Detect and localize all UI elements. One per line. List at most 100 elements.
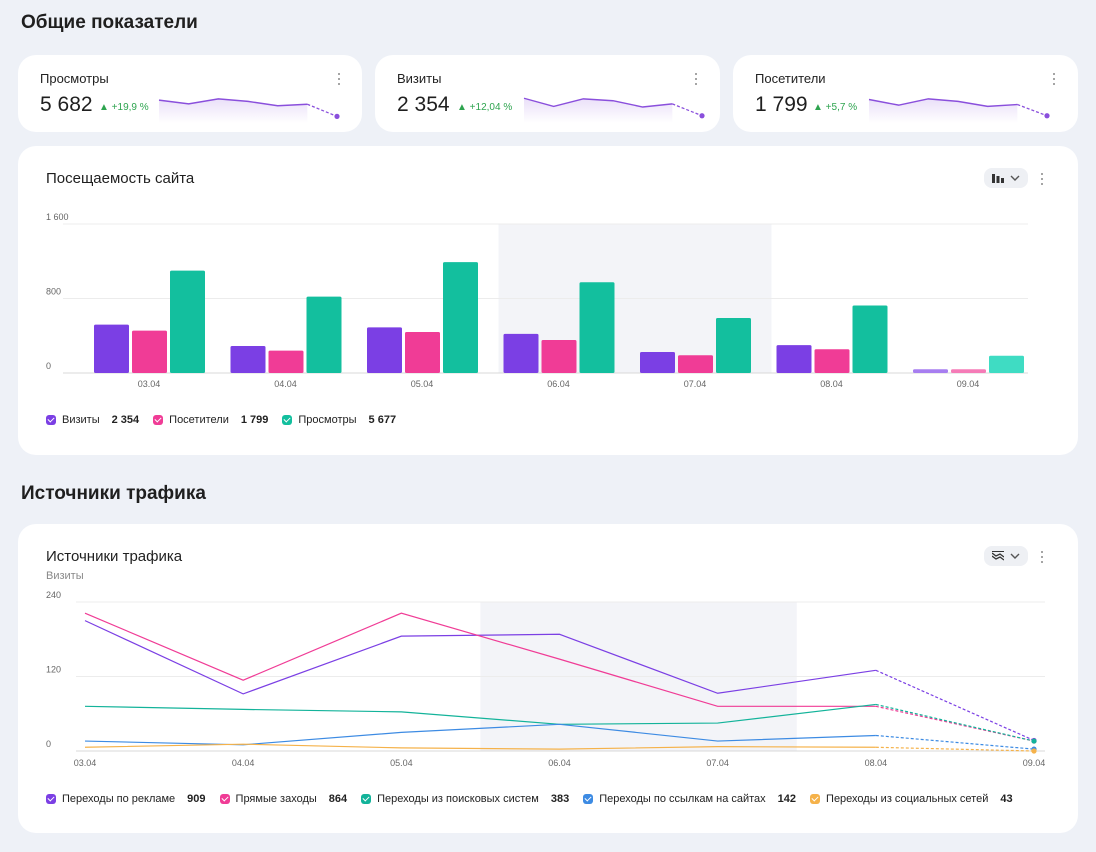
legend-value: 5 677 — [368, 414, 397, 426]
legend-value: 383 — [550, 793, 570, 805]
traffic-legend: Переходы по рекламе 909 Прямые заходы 86… — [46, 793, 1027, 805]
attendance-chart-title: Посещаемость сайта — [46, 170, 195, 187]
more-options-icon[interactable] — [1035, 549, 1049, 565]
sparkline-line — [158, 98, 308, 107]
more-options-icon[interactable] — [1047, 71, 1061, 87]
x-tick-label: 03.04 — [138, 379, 161, 389]
bar — [814, 349, 850, 373]
attendance-bar-chart: 0 800 1 600 03.04 04.04 05.04 06.04 07.04 08.04 0… — [46, 212, 1028, 389]
legend-label: Переходы по ссылкам на сайтах — [599, 793, 766, 805]
traffic-chart-title: Источники трафика — [46, 548, 183, 565]
kpi-title: Посетители — [755, 71, 826, 86]
bar — [230, 345, 266, 373]
kpi-title: Визиты — [397, 71, 442, 86]
legend-item-search[interactable]: Переходы из поисковых систем 383 — [361, 793, 569, 805]
kpi-card-visits[interactable]: Визиты 2 354 ▲ +12,04 % — [375, 55, 720, 132]
x-tick-label: 04.04 — [274, 379, 297, 389]
series-forecast-line — [875, 705, 1035, 742]
more-options-icon[interactable] — [1035, 171, 1049, 187]
x-tick-label: 09.04 — [957, 379, 980, 389]
x-tick-label: 06.04 — [548, 758, 571, 768]
chevron-down-icon — [1010, 175, 1020, 181]
bar — [306, 296, 342, 373]
bar — [951, 369, 986, 373]
series-line — [84, 703, 876, 725]
legend-label: Прямые заходы — [235, 793, 317, 805]
chart-type-switch[interactable] — [984, 168, 1028, 188]
series-line — [84, 612, 876, 707]
legend-item-social[interactable]: Переходы из социальных сетей 43 — [810, 793, 1013, 805]
more-options-icon[interactable] — [332, 71, 346, 87]
legend-value: 142 — [777, 793, 797, 805]
bar — [170, 270, 205, 373]
bar — [776, 345, 812, 373]
y-tick-label: 1 600 — [46, 212, 69, 222]
legend-value: 864 — [328, 793, 348, 805]
series-forecast-line — [875, 669, 1035, 741]
legend-label: Просмотры — [298, 414, 357, 426]
legend-value: 43 — [1000, 793, 1013, 805]
legend-label: Посетители — [169, 414, 229, 426]
kpi-value: 2 354 — [397, 93, 450, 116]
sparkline-line — [523, 97, 673, 108]
kpi-delta: ▲ +19,9 % — [99, 102, 149, 113]
sparkline-last-point — [1044, 113, 1050, 119]
legend-item-links[interactable]: Переходы по ссылкам на сайтах 142 — [583, 793, 796, 805]
attendance-legend: Визиты 2 354 Посетители 1 799 Просмотры … — [46, 414, 410, 426]
overview-section-title: Общие показатели — [21, 12, 198, 33]
kpi-card-visitors[interactable]: Посетители 1 799 ▲ +5,7 % — [733, 55, 1078, 132]
x-tick-label: 05.04 — [390, 758, 413, 768]
series-last-point — [1031, 738, 1037, 744]
checkbox-icon — [583, 794, 594, 804]
series-last-point — [1031, 748, 1037, 754]
legend-label: Переходы из поисковых систем — [377, 793, 539, 805]
legend-value: 1 799 — [240, 414, 269, 426]
legend-label: Переходы из социальных сетей — [826, 793, 989, 805]
traffic-chart-subtitle: Визиты — [46, 570, 84, 582]
legend-label: Визиты — [62, 414, 100, 426]
bar — [367, 327, 402, 373]
kpi-title: Просмотры — [40, 71, 109, 86]
chevron-down-icon — [1010, 553, 1020, 559]
legend-value: 909 — [187, 793, 206, 805]
legend-item-views[interactable]: Просмотры 5 677 — [282, 414, 396, 426]
sparkline-forecast — [1017, 103, 1048, 117]
kpi-sparkline — [158, 98, 340, 123]
sparkline-last-point — [334, 113, 340, 119]
sparkline-last-point — [699, 113, 705, 119]
series-line — [84, 743, 876, 750]
checkbox-icon — [282, 415, 293, 425]
legend-item-direct[interactable]: Прямые заходы 864 — [219, 793, 348, 805]
checkbox-icon — [219, 794, 230, 804]
bar — [579, 282, 615, 373]
checkbox-icon — [361, 794, 372, 804]
kpi-delta: ▲ +12,04 % — [457, 102, 513, 113]
x-tick-label: 03.04 — [74, 758, 97, 768]
series-forecast-line — [875, 703, 1035, 742]
bar — [640, 352, 675, 373]
legend-item-ads[interactable]: Переходы по рекламе 909 — [46, 793, 206, 805]
more-options-icon[interactable] — [689, 71, 703, 87]
bar — [541, 339, 577, 373]
legend-item-visits[interactable]: Визиты 2 354 — [46, 414, 139, 426]
bar — [852, 305, 888, 373]
line-chart-icon — [992, 551, 1004, 561]
y-tick-label: 120 — [46, 665, 61, 675]
bar — [913, 369, 948, 373]
traffic-chart-card: Источники трафика Визиты 0 120 240 03.04 04.… — [18, 524, 1078, 833]
bar — [268, 350, 304, 373]
x-tick-label: 08.04 — [865, 758, 888, 768]
kpi-card-views[interactable]: Просмотры 5 682 ▲ +19,9 % — [18, 55, 362, 132]
legend-label: Переходы по рекламе — [62, 793, 176, 805]
traffic-section-title: Источники трафика — [21, 483, 206, 504]
x-tick-label: 09.04 — [1023, 758, 1046, 768]
sparkline-area — [869, 98, 1018, 123]
sparkline-area — [524, 98, 673, 123]
kpi-delta: ▲ +5,7 % — [813, 102, 858, 113]
checkbox-icon — [46, 415, 56, 425]
legend-item-visitors[interactable]: Посетители 1 799 — [153, 414, 268, 426]
chart-type-switch[interactable] — [984, 546, 1028, 566]
bar — [405, 332, 440, 373]
y-tick-label: 0 — [46, 739, 51, 749]
kpi-sparkline — [523, 97, 705, 123]
